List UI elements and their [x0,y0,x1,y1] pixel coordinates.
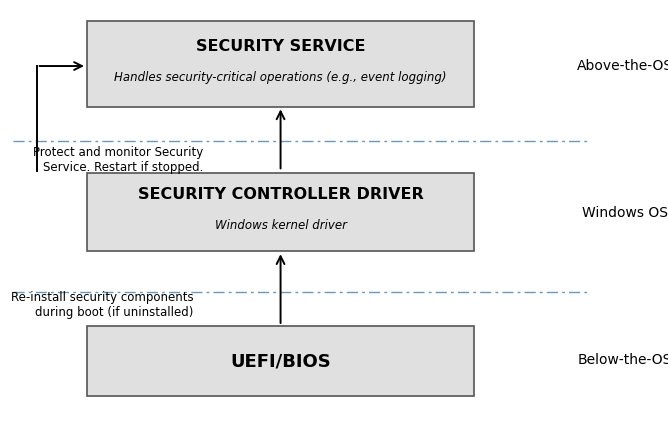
Text: Protect and monitor Security
Service. Restart if stopped.: Protect and monitor Security Service. Re… [33,146,204,174]
Text: UEFI/BIOS: UEFI/BIOS [230,352,331,370]
Text: Windows OS: Windows OS [582,206,667,220]
Text: Handles security-critical operations (e.g., event logging): Handles security-critical operations (e.… [114,71,447,84]
Text: Re-install security components
during boot (if uninstalled): Re-install security components during bo… [11,291,194,319]
Text: SECURITY CONTROLLER DRIVER: SECURITY CONTROLLER DRIVER [138,187,424,201]
Bar [87,326,474,396]
Text: Below-the-OS: Below-the-OS [577,353,668,367]
Text: Windows kernel driver: Windows kernel driver [214,219,347,232]
Text: SECURITY SERVICE: SECURITY SERVICE [196,38,365,54]
Text: Above-the-OS: Above-the-OS [576,59,668,73]
Bar [87,21,474,106]
Bar [87,173,474,251]
